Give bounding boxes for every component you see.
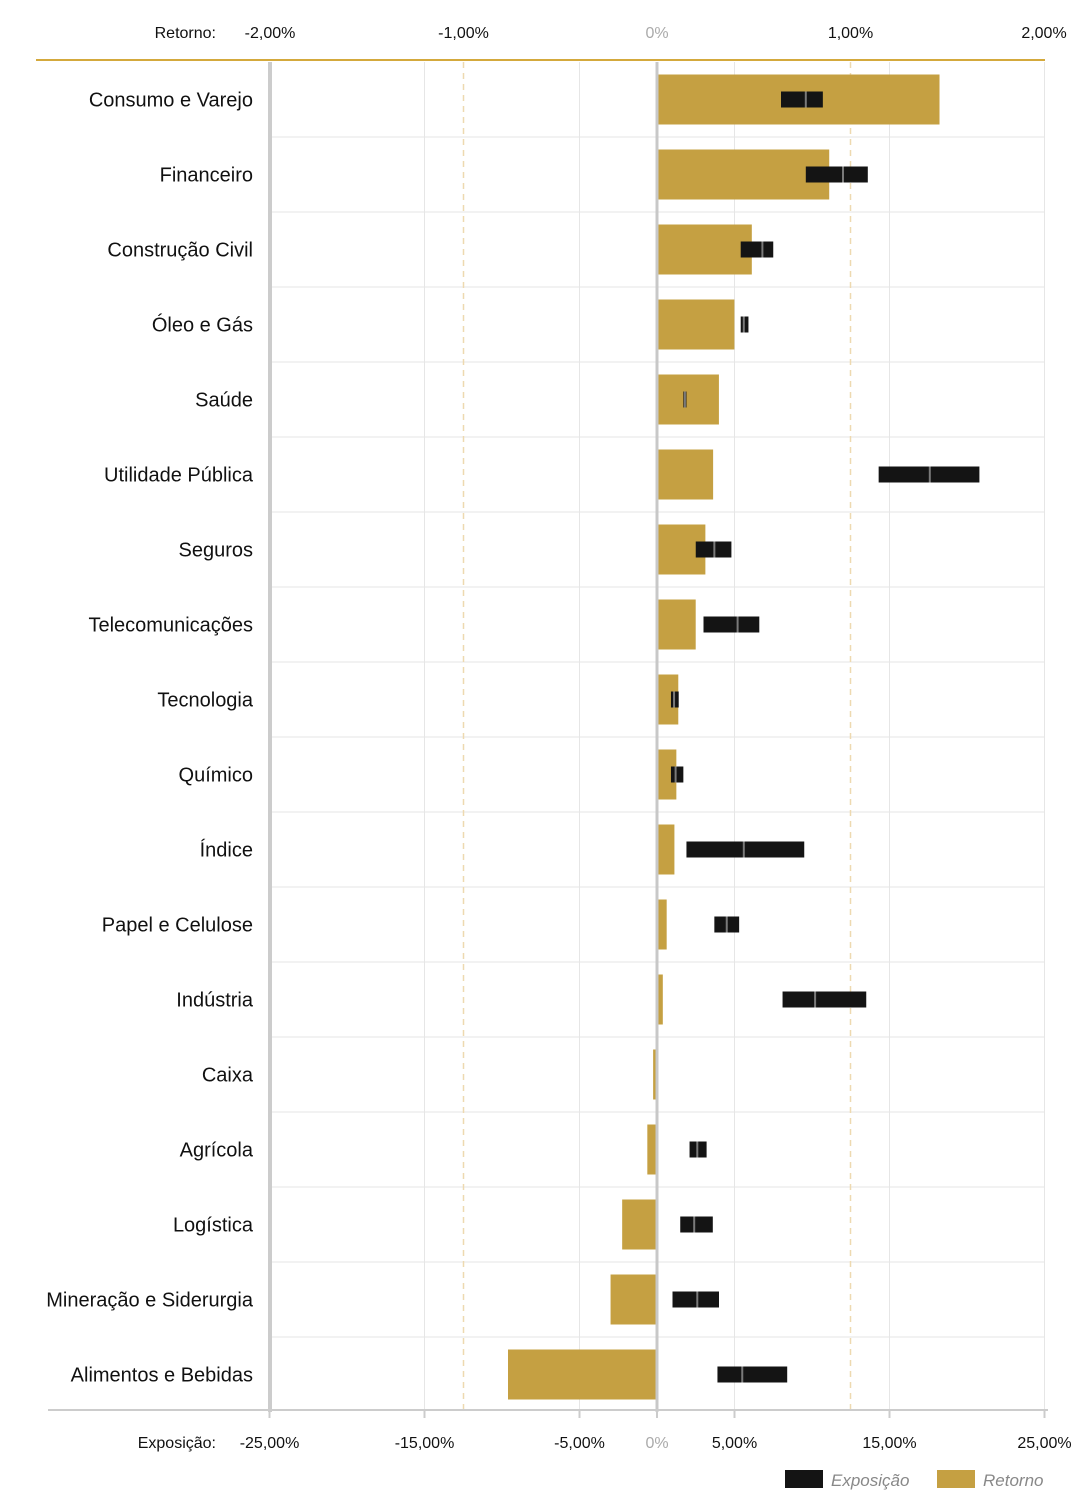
retorno-bar <box>657 449 714 500</box>
category-label: Papel e Celulose <box>102 915 253 937</box>
retorno-bar <box>657 749 677 800</box>
bottom-tick-label: 0% <box>645 1435 668 1452</box>
category-label: Agrícola <box>180 1140 254 1162</box>
exposicao-bar <box>672 1291 719 1308</box>
bottom-axis-title: Exposição: <box>138 1435 216 1452</box>
retorno-bar <box>657 674 679 725</box>
category-label: Logística <box>173 1215 254 1237</box>
legend-label-exposicao: Exposição <box>831 1471 909 1490</box>
top-tick-label: -2,00% <box>245 25 296 42</box>
retorno-bar <box>657 299 735 350</box>
exposicao-bar <box>680 1216 713 1233</box>
exposicao-bars <box>670 91 980 1383</box>
top-tick-label: 1,00% <box>828 25 873 42</box>
retorno-bar <box>657 374 719 425</box>
retorno-bar <box>508 1349 657 1400</box>
retorno-bar <box>657 149 830 200</box>
bottom-tick-label: 15,00% <box>862 1435 916 1452</box>
legend: Exposição Retorno <box>785 1470 1043 1490</box>
legend-swatch-exposicao <box>785 1470 823 1488</box>
category-label: Saúde <box>195 390 253 412</box>
category-label: Utilidade Pública <box>104 465 254 487</box>
category-label: Construção Civil <box>107 240 253 262</box>
top-tick-label: 0% <box>645 25 668 42</box>
exposicao-bar <box>686 841 805 858</box>
retorno-bar <box>657 224 752 275</box>
retorno-bars <box>508 74 940 1400</box>
top-tick-label: -1,00% <box>438 25 489 42</box>
exposicao-bar <box>717 1366 788 1383</box>
category-label: Telecomunicações <box>88 615 253 637</box>
exposicao-bar <box>781 91 823 108</box>
category-label: Químico <box>179 765 253 787</box>
retorno-bar <box>657 599 696 650</box>
category-label: Alimentos e Bebidas <box>71 1365 253 1387</box>
top-axis-title: Retorno: <box>155 25 216 42</box>
exposicao-bar <box>740 241 774 258</box>
exposicao-bar <box>670 766 684 783</box>
category-label: Seguros <box>179 540 254 562</box>
category-label: Óleo e Gás <box>152 314 253 337</box>
category-labels: Consumo e Varejo Financeiro Construção Civ… <box>46 90 254 1387</box>
retorno-bar <box>610 1274 657 1325</box>
bottom-tick-label: 25,00% <box>1017 1435 1071 1452</box>
retorno-bar <box>657 974 663 1025</box>
retorno-bar <box>653 1049 657 1100</box>
exposicao-bar <box>782 991 867 1008</box>
retorno-bar <box>622 1199 657 1250</box>
retorno-bar <box>657 899 667 950</box>
bottom-tick-label: 5,00% <box>712 1435 757 1452</box>
retorno-bar <box>657 824 675 875</box>
retorno-bar <box>647 1124 657 1175</box>
category-label: Consumo e Varejo <box>89 90 253 112</box>
category-label: Mineração e Siderurgia <box>46 1290 254 1312</box>
bottom-tick-label: -5,00% <box>554 1435 605 1452</box>
top-axis-ticks: -2,00% -1,00% 0% 1,00% 2,00% <box>245 25 1067 42</box>
bottom-axis-ticks: -25,00% -15,00% -5,00% 0% 5,00% 15,00% 25,00% <box>240 1410 1072 1452</box>
bottom-tick-label: -15,00% <box>395 1435 455 1452</box>
category-label: Caixa <box>202 1065 254 1087</box>
category-label: Índice <box>200 839 253 862</box>
category-label: Indústria <box>176 990 254 1012</box>
top-tick-label: 2,00% <box>1021 25 1066 42</box>
category-label: Financeiro <box>160 165 253 187</box>
exposicao-bar <box>703 616 760 633</box>
bottom-tick-label: -25,00% <box>240 1435 300 1452</box>
category-label: Tecnologia <box>157 690 254 712</box>
legend-swatch-retorno <box>937 1470 975 1488</box>
exposicao-bar <box>805 166 868 183</box>
legend-label-retorno: Retorno <box>983 1471 1043 1490</box>
